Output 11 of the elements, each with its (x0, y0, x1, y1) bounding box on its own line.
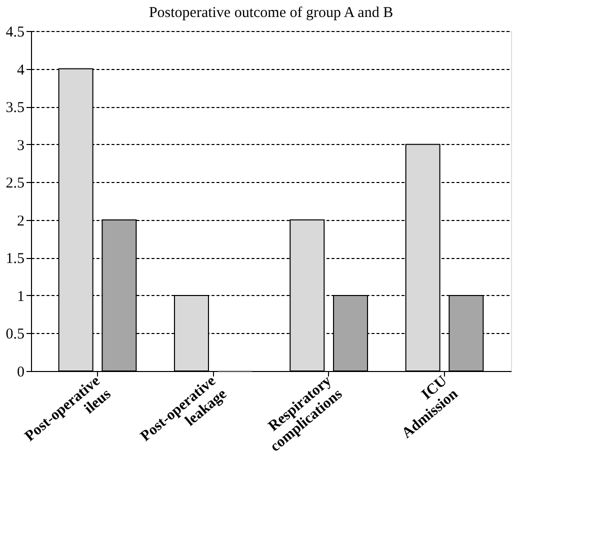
chart-title: Postoperative outcome of group A and B (148, 5, 394, 21)
y-tick-label: 0.5 (6, 326, 24, 343)
y-tick-label: 4.5 (6, 24, 24, 40)
y-tick-label: 4 (17, 62, 25, 78)
y-tick-label: 0 (17, 364, 24, 380)
y-tick-label: 1.5 (6, 251, 24, 268)
y-tick-label: 3.5 (6, 100, 24, 116)
y-tick-label: 2.5 (6, 176, 24, 192)
y-tick-label: 3 (17, 138, 24, 154)
y-tick-label: 1 (17, 288, 24, 305)
y-tick-label: 2 (17, 213, 24, 230)
